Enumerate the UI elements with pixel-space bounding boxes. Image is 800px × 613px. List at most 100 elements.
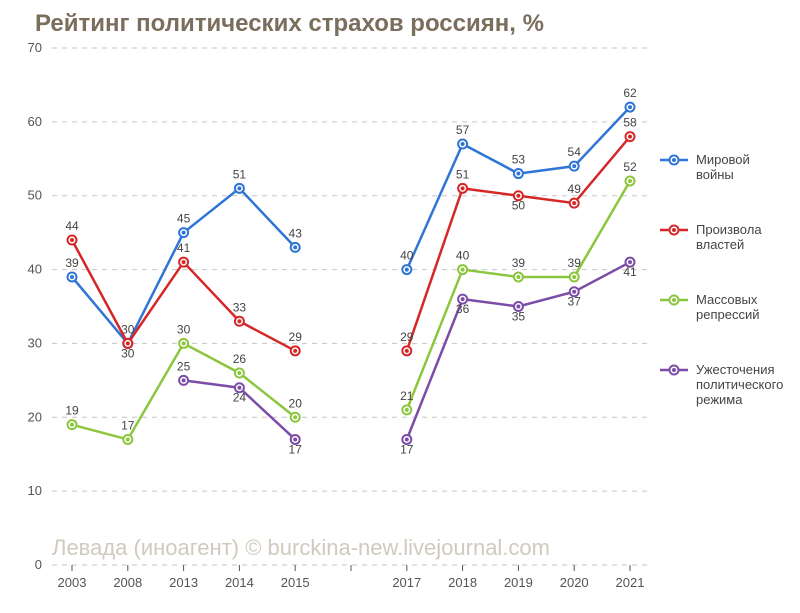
data-label: 45 <box>177 212 191 226</box>
data-point-inner <box>293 349 297 353</box>
legend-marker-inner <box>672 158 676 162</box>
data-point-inner <box>182 341 186 345</box>
legend-item: Ужесточенияполитическогорежима <box>660 362 783 407</box>
data-point-inner <box>461 297 465 301</box>
legend-label: политического <box>696 377 783 392</box>
legend-label: войны <box>696 167 734 182</box>
y-tick-label: 70 <box>28 40 42 55</box>
data-label: 17 <box>289 442 303 456</box>
data-label: 30 <box>177 322 191 336</box>
data-label: 37 <box>568 295 582 309</box>
data-label: 50 <box>512 199 526 213</box>
x-tick-label: 2008 <box>113 575 142 590</box>
x-tick-label: 2019 <box>504 575 533 590</box>
data-point-inner <box>461 186 465 190</box>
x-tick-label: 2014 <box>225 575 254 590</box>
x-tick-label: 2018 <box>448 575 477 590</box>
data-point-inner <box>628 105 632 109</box>
legend-label: режима <box>696 392 743 407</box>
data-label: 40 <box>456 249 470 263</box>
data-point-inner <box>572 290 576 294</box>
data-label: 44 <box>65 219 79 233</box>
y-tick-label: 0 <box>35 557 42 572</box>
data-point-inner <box>516 172 520 176</box>
data-point-inner <box>405 408 409 412</box>
data-point-inner <box>628 179 632 183</box>
chart-plot: 0102030405060702003200820132014201520172… <box>0 0 800 613</box>
data-point-inner <box>461 268 465 272</box>
series-line <box>72 107 630 343</box>
data-label: 35 <box>512 310 526 324</box>
data-point-inner <box>405 268 409 272</box>
data-label: 24 <box>233 391 247 405</box>
data-label: 49 <box>568 182 582 196</box>
data-label: 51 <box>233 167 247 181</box>
data-point-inner <box>405 437 409 441</box>
y-tick-label: 50 <box>28 188 42 203</box>
data-label: 29 <box>289 330 303 344</box>
data-label: 26 <box>233 352 247 366</box>
series-line <box>72 181 630 440</box>
y-tick-label: 10 <box>28 483 42 498</box>
data-point-inner <box>572 201 576 205</box>
data-label: 39 <box>512 256 526 270</box>
x-tick-label: 2015 <box>281 575 310 590</box>
data-label: 36 <box>456 302 470 316</box>
data-point-inner <box>293 245 297 249</box>
y-tick-label: 60 <box>28 114 42 129</box>
data-point-inner <box>516 194 520 198</box>
data-label: 20 <box>289 396 303 410</box>
data-label: 33 <box>233 300 247 314</box>
y-tick-label: 20 <box>28 409 42 424</box>
data-point-inner <box>237 371 241 375</box>
legend-label: Ужесточения <box>696 362 775 377</box>
data-point-inner <box>70 423 74 427</box>
y-tick-label: 30 <box>28 335 42 350</box>
legend-label: Мировой <box>696 152 750 167</box>
x-tick-label: 2021 <box>616 575 645 590</box>
data-label: 19 <box>65 404 79 418</box>
data-point-inner <box>237 386 241 390</box>
x-tick-label: 2003 <box>58 575 87 590</box>
data-point-inner <box>70 238 74 242</box>
data-label: 54 <box>568 145 582 159</box>
data-label: 52 <box>623 160 637 174</box>
data-point-inner <box>628 260 632 264</box>
data-point-inner <box>516 305 520 309</box>
legend-item: Массовыхрепрессий <box>660 292 759 322</box>
data-point-inner <box>126 341 130 345</box>
data-point-inner <box>516 275 520 279</box>
data-point-inner <box>405 349 409 353</box>
x-tick-label: 2017 <box>392 575 421 590</box>
data-label: 57 <box>456 123 470 137</box>
x-tick-label: 2013 <box>169 575 198 590</box>
y-tick-label: 40 <box>28 262 42 277</box>
data-label: 41 <box>623 265 637 279</box>
data-point-inner <box>461 142 465 146</box>
data-point-inner <box>237 319 241 323</box>
x-tick-label: 2020 <box>560 575 589 590</box>
data-label: 17 <box>121 418 135 432</box>
legend-marker-inner <box>672 298 676 302</box>
data-label: 53 <box>512 153 526 167</box>
data-point-inner <box>628 135 632 139</box>
data-label: 39 <box>568 256 582 270</box>
data-point-inner <box>182 378 186 382</box>
data-label: 30 <box>121 346 135 360</box>
legend-item: Мировойвойны <box>660 152 750 182</box>
data-label: 25 <box>177 359 191 373</box>
data-label: 58 <box>623 116 637 130</box>
data-point-inner <box>182 231 186 235</box>
chart-container: Рейтинг политических страхов россиян, % … <box>0 0 800 613</box>
data-point-inner <box>293 415 297 419</box>
legend: Мировойвойны Произволавластей Массовыхрепр… <box>660 152 783 407</box>
data-point-inner <box>237 186 241 190</box>
data-label: 51 <box>456 167 470 181</box>
legend-item: Произволавластей <box>660 222 762 252</box>
data-point-inner <box>572 164 576 168</box>
legend-label: Произвола <box>696 222 762 237</box>
legend-label: властей <box>696 237 744 252</box>
data-point-inner <box>126 437 130 441</box>
data-label: 41 <box>177 241 191 255</box>
data-point-inner <box>70 275 74 279</box>
